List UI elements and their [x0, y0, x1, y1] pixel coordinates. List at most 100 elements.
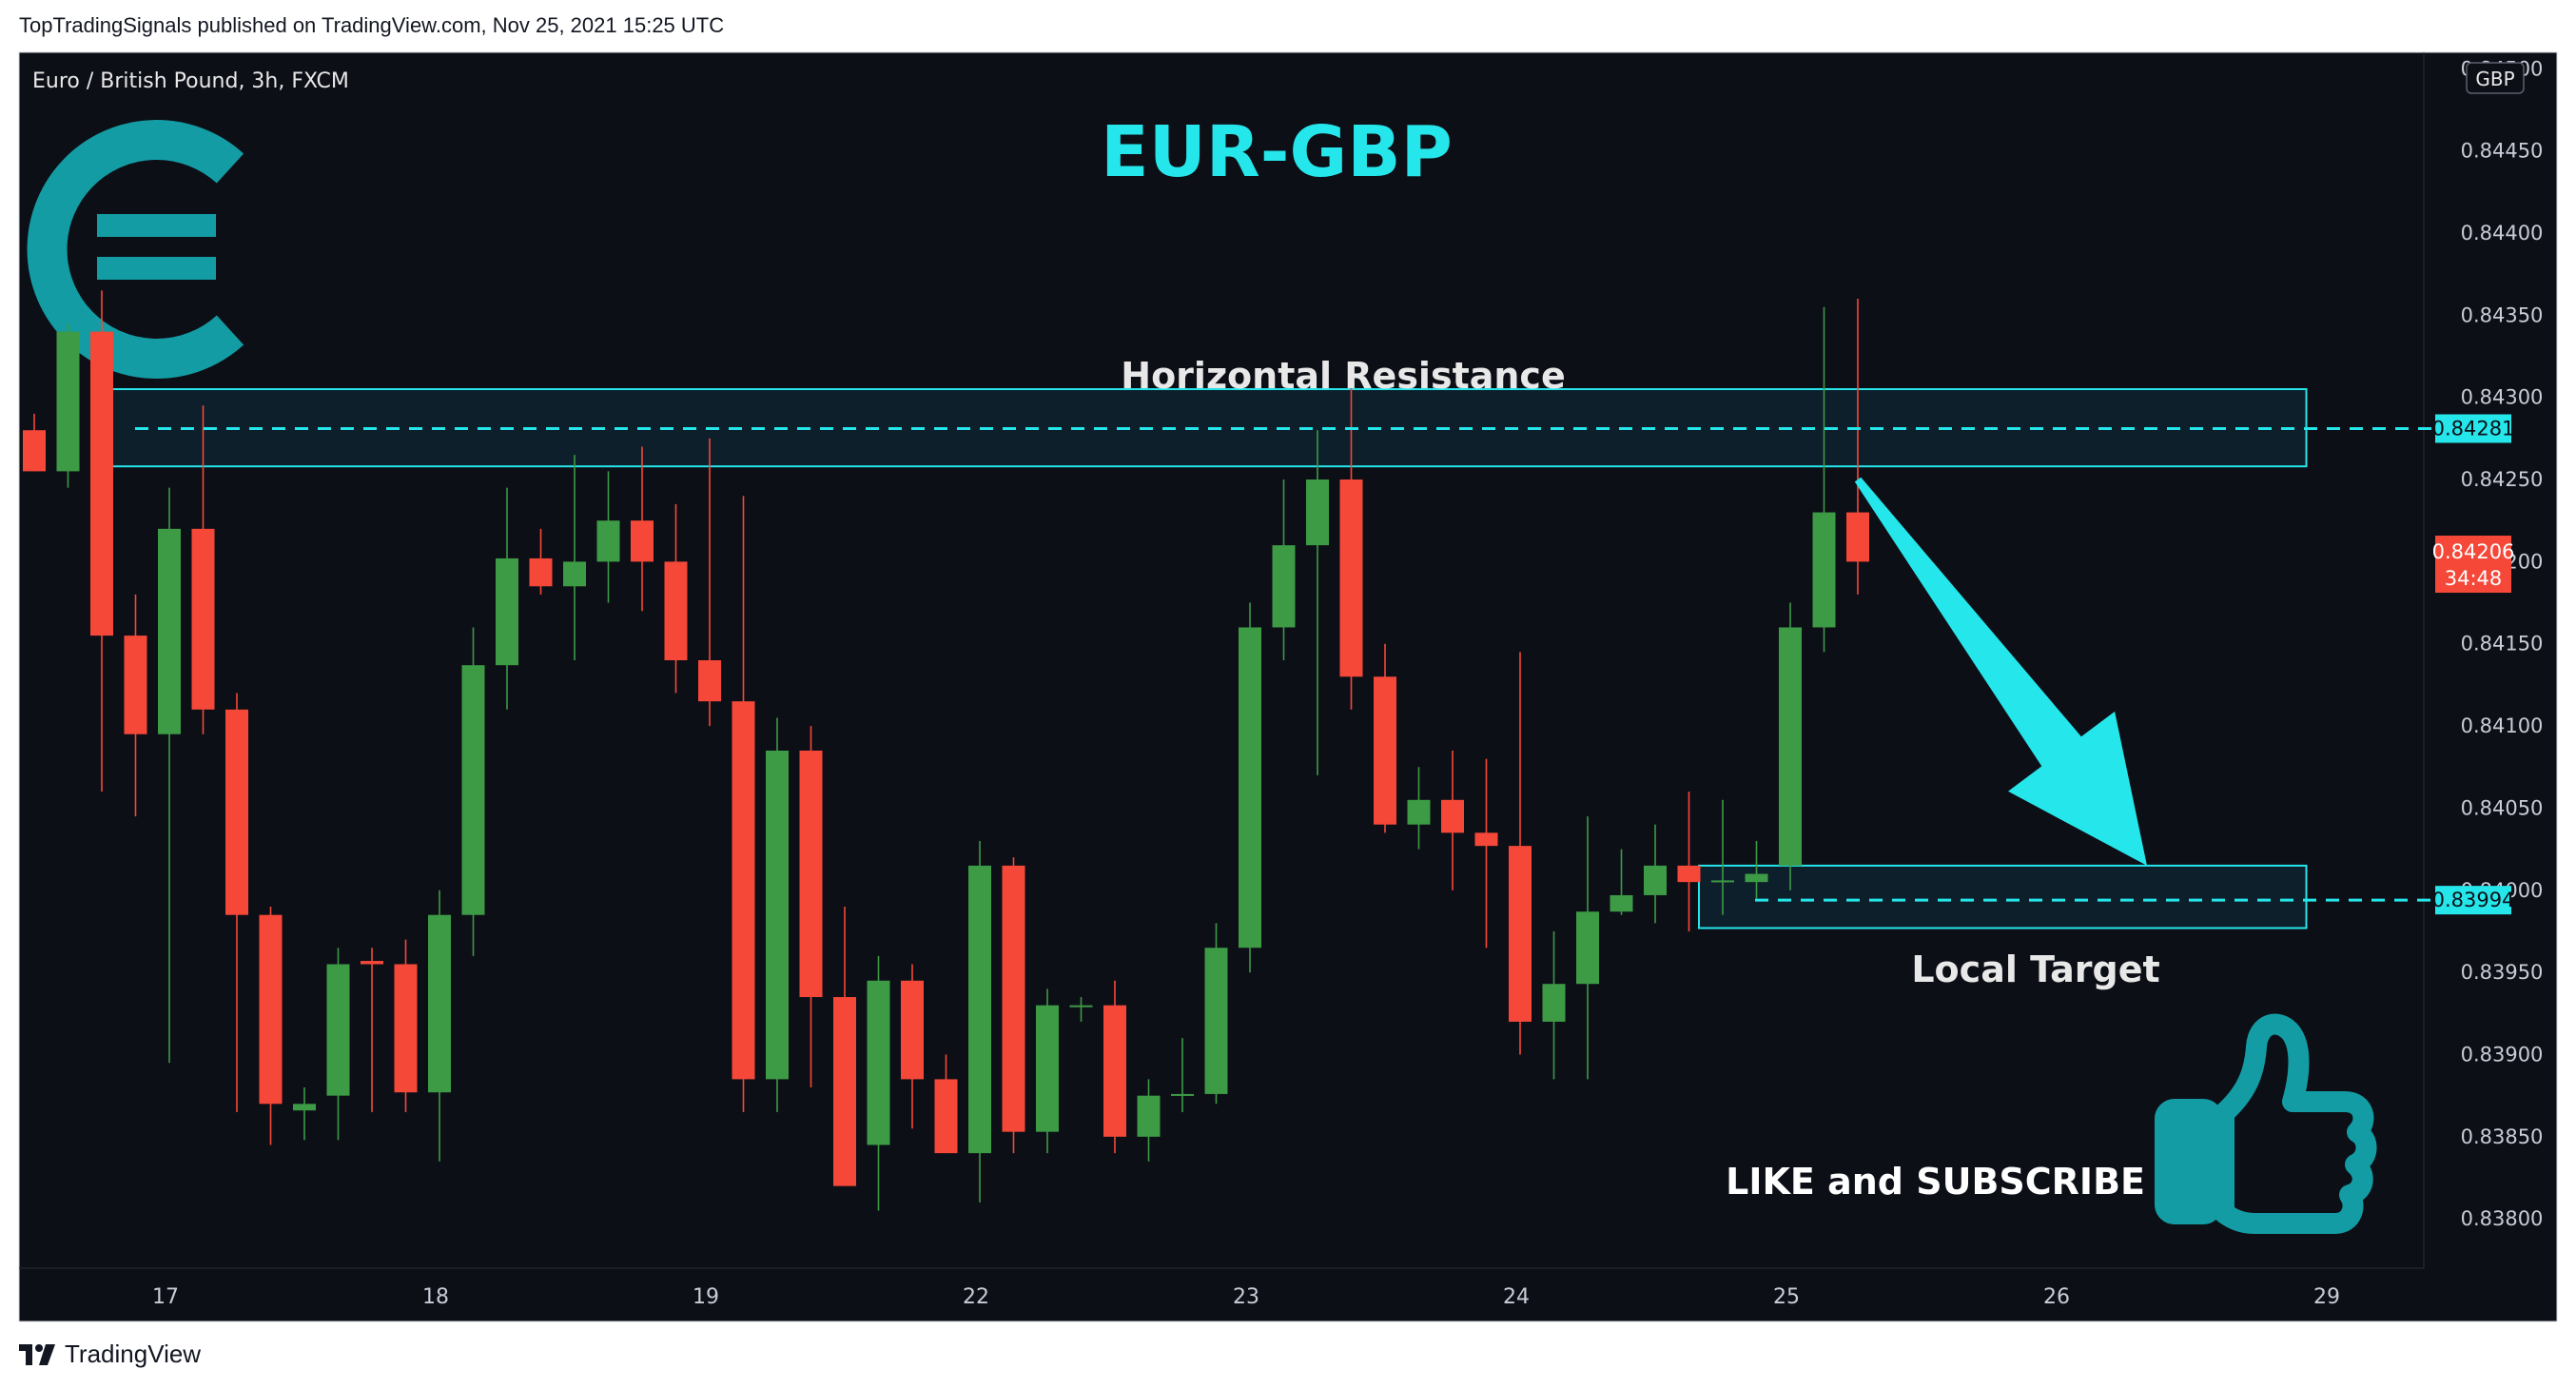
candle: [1306, 430, 1329, 775]
candle-body: [1069, 1005, 1093, 1008]
price-tag-current: 0.84206: [2432, 540, 2515, 563]
candle: [23, 413, 46, 472]
candle: [124, 594, 147, 817]
candle-body: [1171, 1093, 1194, 1096]
chart-title: EUR-GBP: [1101, 111, 1453, 193]
candle: [259, 907, 283, 1145]
candle: [1103, 980, 1126, 1154]
candle: [1002, 857, 1025, 1154]
price-tag-box: [2435, 886, 2511, 915]
price-tag-target: 0.83994: [2432, 889, 2515, 911]
candle-body: [732, 701, 755, 1080]
candle: [563, 455, 586, 660]
candle: [901, 964, 924, 1129]
candle-body: [1374, 676, 1396, 825]
candle-body: [1677, 865, 1701, 883]
x-tick-label: 22: [963, 1285, 989, 1309]
candle-body: [124, 636, 147, 734]
candle: [56, 323, 80, 488]
x-tick-label: 26: [2043, 1285, 2070, 1309]
candle-body: [293, 1104, 316, 1111]
candle-body: [1711, 880, 1734, 883]
candle-body: [1407, 799, 1431, 825]
candle: [1677, 792, 1701, 931]
projection-arrow: [1854, 477, 2147, 866]
candle: [1509, 652, 1532, 1055]
resistance-label: Horizontal Resistance: [1121, 355, 1565, 397]
candle: [1036, 988, 1059, 1154]
x-tick-label: 18: [422, 1285, 449, 1309]
candle-body: [496, 558, 518, 666]
candles: [23, 290, 1869, 1211]
candle: [461, 627, 485, 956]
candle: [766, 717, 789, 1112]
candle-body: [1644, 865, 1667, 895]
symbol-line: Euro / British Pound, 3h, FXCM: [32, 69, 349, 93]
candle-body: [631, 520, 654, 562]
candle-body: [1779, 627, 1802, 866]
currency-badge-box: [2466, 62, 2525, 94]
candle: [1779, 602, 1802, 890]
y-tick-label: 0.84350: [2461, 303, 2544, 326]
time-axis: 17 18 19 22 23 24 25 26 29: [152, 1285, 2340, 1309]
candle: [867, 955, 890, 1211]
candle-body: [259, 914, 283, 1105]
x-tick-label: 23: [1233, 1285, 1259, 1309]
candle-body: [1339, 479, 1363, 677]
candle-body: [1610, 894, 1633, 912]
y-tick-label: 0.84100: [2461, 714, 2544, 737]
candle: [1441, 750, 1464, 890]
y-tick-label: 0.84450: [2461, 140, 2544, 163]
candle-body: [158, 528, 181, 734]
candle-body: [461, 665, 485, 915]
candle: [1542, 930, 1566, 1080]
candle: [1137, 1079, 1161, 1162]
candle-body: [1441, 799, 1464, 833]
candle: [1610, 849, 1633, 915]
candle: [394, 939, 418, 1112]
candle-body: [1306, 479, 1329, 546]
candle-body: [1812, 512, 1836, 628]
candle: [1272, 479, 1296, 660]
candle-body: [867, 980, 890, 1145]
candle-body: [1846, 512, 1869, 562]
footer-brand: TradingView: [65, 1340, 202, 1368]
candle-body: [1542, 984, 1566, 1022]
candle-body: [90, 331, 113, 636]
candle: [1171, 1038, 1194, 1112]
x-tick-label: 25: [1773, 1285, 1800, 1309]
candle-body: [1576, 911, 1599, 985]
candle: [596, 471, 620, 603]
candle-body: [529, 558, 553, 587]
candle: [496, 487, 518, 710]
x-tick-label: 17: [152, 1285, 179, 1309]
candle-body: [833, 997, 856, 1186]
candle: [1204, 923, 1228, 1105]
candle-body: [934, 1079, 958, 1154]
candle: [664, 503, 688, 694]
candle: [1576, 816, 1599, 1080]
candle-body: [901, 980, 924, 1080]
candle: [1474, 758, 1498, 949]
y-tick-label: 0.84150: [2461, 633, 2544, 655]
candle: [225, 693, 248, 1112]
candle-body: [1474, 832, 1498, 847]
candle: [1374, 643, 1396, 833]
candle: [732, 496, 755, 1112]
y-tick-label: 0.84300: [2461, 386, 2544, 409]
published-line: TopTradingSignals published on TradingVi…: [19, 13, 725, 37]
y-tick-label: 0.83850: [2461, 1125, 2544, 1148]
candle: [293, 1087, 316, 1141]
candle: [631, 446, 654, 612]
candle: [934, 1054, 958, 1154]
candle: [326, 948, 350, 1141]
candle-body: [1036, 1005, 1059, 1132]
candle: [158, 487, 181, 1064]
candle: [529, 528, 553, 595]
candle: [698, 438, 721, 727]
candle-body: [394, 964, 418, 1093]
candle-body: [56, 331, 80, 472]
x-tick-label: 29: [2313, 1285, 2340, 1309]
y-tick-label: 0.84400: [2461, 222, 2544, 245]
candle-body: [1204, 948, 1228, 1094]
